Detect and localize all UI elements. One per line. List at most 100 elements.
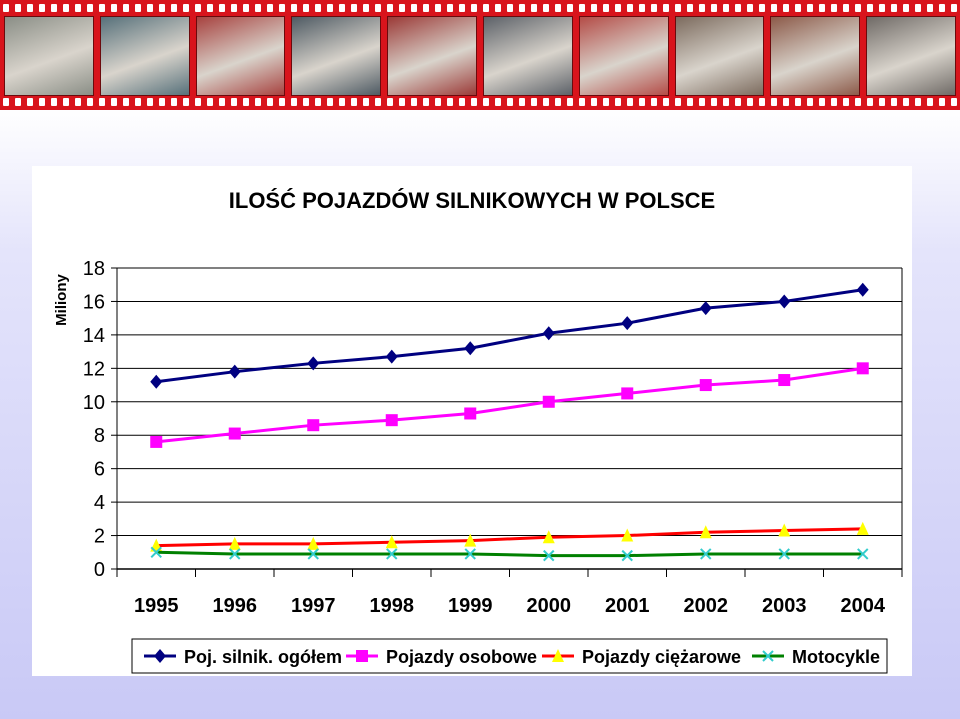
film-perforation — [831, 4, 837, 12]
film-perforation — [855, 4, 861, 12]
film-perforation — [591, 4, 597, 12]
film-perforation — [843, 98, 849, 106]
data-point-diamond — [778, 294, 791, 309]
film-perforation — [39, 98, 45, 106]
film-perforation — [411, 4, 417, 12]
film-perforation — [471, 4, 477, 12]
film-perforation — [267, 98, 273, 106]
film-perforation — [699, 98, 705, 106]
film-perforation — [531, 98, 537, 106]
series-group — [150, 282, 869, 389]
data-point-triangle — [307, 536, 320, 550]
data-point-x-stroke — [700, 548, 712, 560]
film-perforations-bottom — [0, 96, 960, 108]
data-point-diamond — [699, 301, 712, 316]
line-chart: ILOŚĆ POJAZDÓW SILNIKOWYCH W POLSCE Mili… — [53, 188, 903, 674]
film-perforation — [663, 98, 669, 106]
x-tick-label: 1996 — [213, 595, 258, 617]
film-perforation — [303, 98, 309, 106]
y-tick-label: 8 — [94, 425, 105, 447]
film-perforation — [27, 98, 33, 106]
y-tick-label: 14 — [83, 325, 105, 347]
film-perforation — [447, 98, 453, 106]
film-perforation — [567, 4, 573, 12]
data-point-x — [464, 548, 476, 560]
film-perforation — [63, 98, 69, 106]
data-point-diamond — [542, 326, 555, 341]
film-perforation — [3, 4, 9, 12]
film-perforation — [447, 4, 453, 12]
data-point-diamond — [307, 356, 320, 371]
film-perforation — [75, 98, 81, 106]
data-point-triangle — [621, 528, 634, 542]
x-tick-label: 2004 — [841, 595, 886, 617]
data-point-x — [229, 548, 241, 560]
film-perforation — [171, 98, 177, 106]
film-perforation — [675, 4, 681, 12]
film-perforation — [483, 4, 489, 12]
film-perforation — [183, 4, 189, 12]
rescue-photo — [387, 16, 477, 96]
film-perforation — [27, 4, 33, 12]
film-perforation — [207, 98, 213, 106]
film-perforation — [423, 4, 429, 12]
film-perforation — [855, 98, 861, 106]
film-perforation — [627, 98, 633, 106]
film-perforation — [879, 98, 885, 106]
data-point-square — [699, 379, 712, 392]
film-perforation — [711, 4, 717, 12]
film-perforation — [603, 98, 609, 106]
film-perforation — [135, 98, 141, 106]
film-perforation — [231, 98, 237, 106]
film-perforation — [123, 98, 129, 106]
film-perforation — [195, 98, 201, 106]
film-perforation — [627, 4, 633, 12]
data-point-square — [307, 419, 320, 432]
film-perforation — [591, 98, 597, 106]
series-group — [150, 521, 869, 552]
film-perforation — [723, 4, 729, 12]
film-perforation — [915, 4, 921, 12]
data-point-x-stroke — [621, 549, 633, 562]
film-perforation — [867, 4, 873, 12]
film-perforation — [747, 4, 753, 12]
data-point-square — [150, 435, 163, 448]
film-perforation — [39, 4, 45, 12]
film-perforation — [399, 98, 405, 106]
series-line — [156, 366, 863, 444]
film-perforation — [831, 98, 837, 106]
film-perforation — [459, 4, 465, 12]
y-tick-label: 10 — [83, 392, 105, 414]
overturned-car-photo — [99, 16, 190, 96]
film-perforation — [651, 98, 657, 106]
data-point-square — [464, 407, 477, 420]
series-line — [156, 288, 863, 384]
firefighters-photo — [482, 16, 573, 96]
film-perforation — [615, 98, 621, 106]
film-perforation — [171, 4, 177, 12]
x-tick-label: 1997 — [291, 595, 336, 617]
data-point-square — [228, 427, 241, 440]
film-perforation — [555, 4, 561, 12]
film-perforation — [75, 4, 81, 12]
film-perforation — [195, 4, 201, 12]
series-line — [156, 527, 863, 548]
film-perforation — [699, 4, 705, 12]
film-perforation — [795, 98, 801, 106]
film-perforation — [183, 98, 189, 106]
data-point-triangle — [542, 530, 555, 544]
series-group — [150, 362, 869, 448]
x-tick-label: 2000 — [527, 595, 572, 617]
y-tick-label: 0 — [94, 559, 105, 581]
film-perforation — [519, 4, 525, 12]
film-perforation — [735, 4, 741, 12]
film-perforation — [771, 98, 777, 106]
y-tick-label: 16 — [83, 291, 105, 313]
x-tick-label: 2003 — [762, 595, 807, 617]
film-perforation — [351, 98, 357, 106]
film-perforation — [15, 4, 21, 12]
film-perforation — [471, 98, 477, 106]
film-perforation — [255, 4, 261, 12]
film-perforation — [387, 4, 393, 12]
film-perforation — [531, 4, 537, 12]
